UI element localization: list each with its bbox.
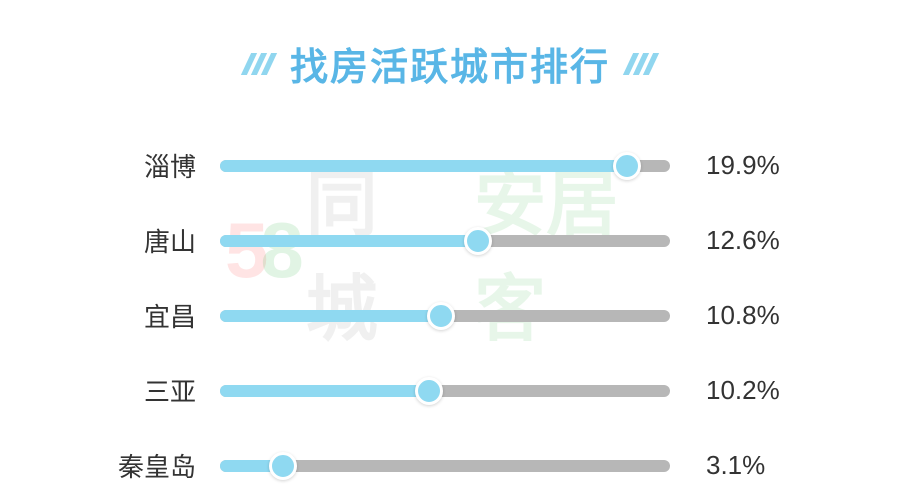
bar-row: 唐山 12.6% — [100, 222, 800, 259]
bar-knob — [427, 302, 455, 330]
city-label: 三亚 — [100, 372, 220, 409]
city-label: 秦皇岛 — [100, 447, 220, 484]
city-label: 淄博 — [100, 147, 220, 184]
value-label: 10.2% — [670, 375, 800, 406]
slash-left-icon — [246, 53, 272, 75]
value-label: 10.8% — [670, 300, 800, 331]
bar-knob — [415, 377, 443, 405]
chart-title: 找房活跃城市排行 — [290, 36, 610, 91]
bar-fill — [220, 235, 478, 247]
bar-row: 宜昌 10.8% — [100, 297, 800, 334]
slash-right-icon — [628, 53, 654, 75]
bar-zone — [220, 460, 670, 472]
bar-row: 秦皇岛 3.1% — [100, 447, 800, 484]
bar-zone — [220, 385, 670, 397]
bar-row: 淄博 19.9% — [100, 147, 800, 184]
bar-knob — [464, 227, 492, 255]
city-label: 宜昌 — [100, 297, 220, 334]
bar-rows: 淄博 19.9% 唐山 12.6% 宜昌 10.8 — [60, 147, 840, 484]
bar-fill — [220, 160, 627, 172]
bar-fill — [220, 385, 429, 397]
bar-knob — [269, 452, 297, 480]
value-label: 19.9% — [670, 150, 800, 181]
chart-container: 找房活跃城市排行 淄博 19.9% 唐山 12.6% 宜昌 — [0, 0, 900, 484]
bar-zone — [220, 310, 670, 322]
bar-knob — [613, 152, 641, 180]
title-row: 找房活跃城市排行 — [60, 36, 840, 91]
bar-zone — [220, 160, 670, 172]
value-label: 3.1% — [670, 450, 800, 481]
bar-zone — [220, 235, 670, 247]
bar-row: 三亚 10.2% — [100, 372, 800, 409]
value-label: 12.6% — [670, 225, 800, 256]
bar-fill — [220, 310, 441, 322]
city-label: 唐山 — [100, 222, 220, 259]
